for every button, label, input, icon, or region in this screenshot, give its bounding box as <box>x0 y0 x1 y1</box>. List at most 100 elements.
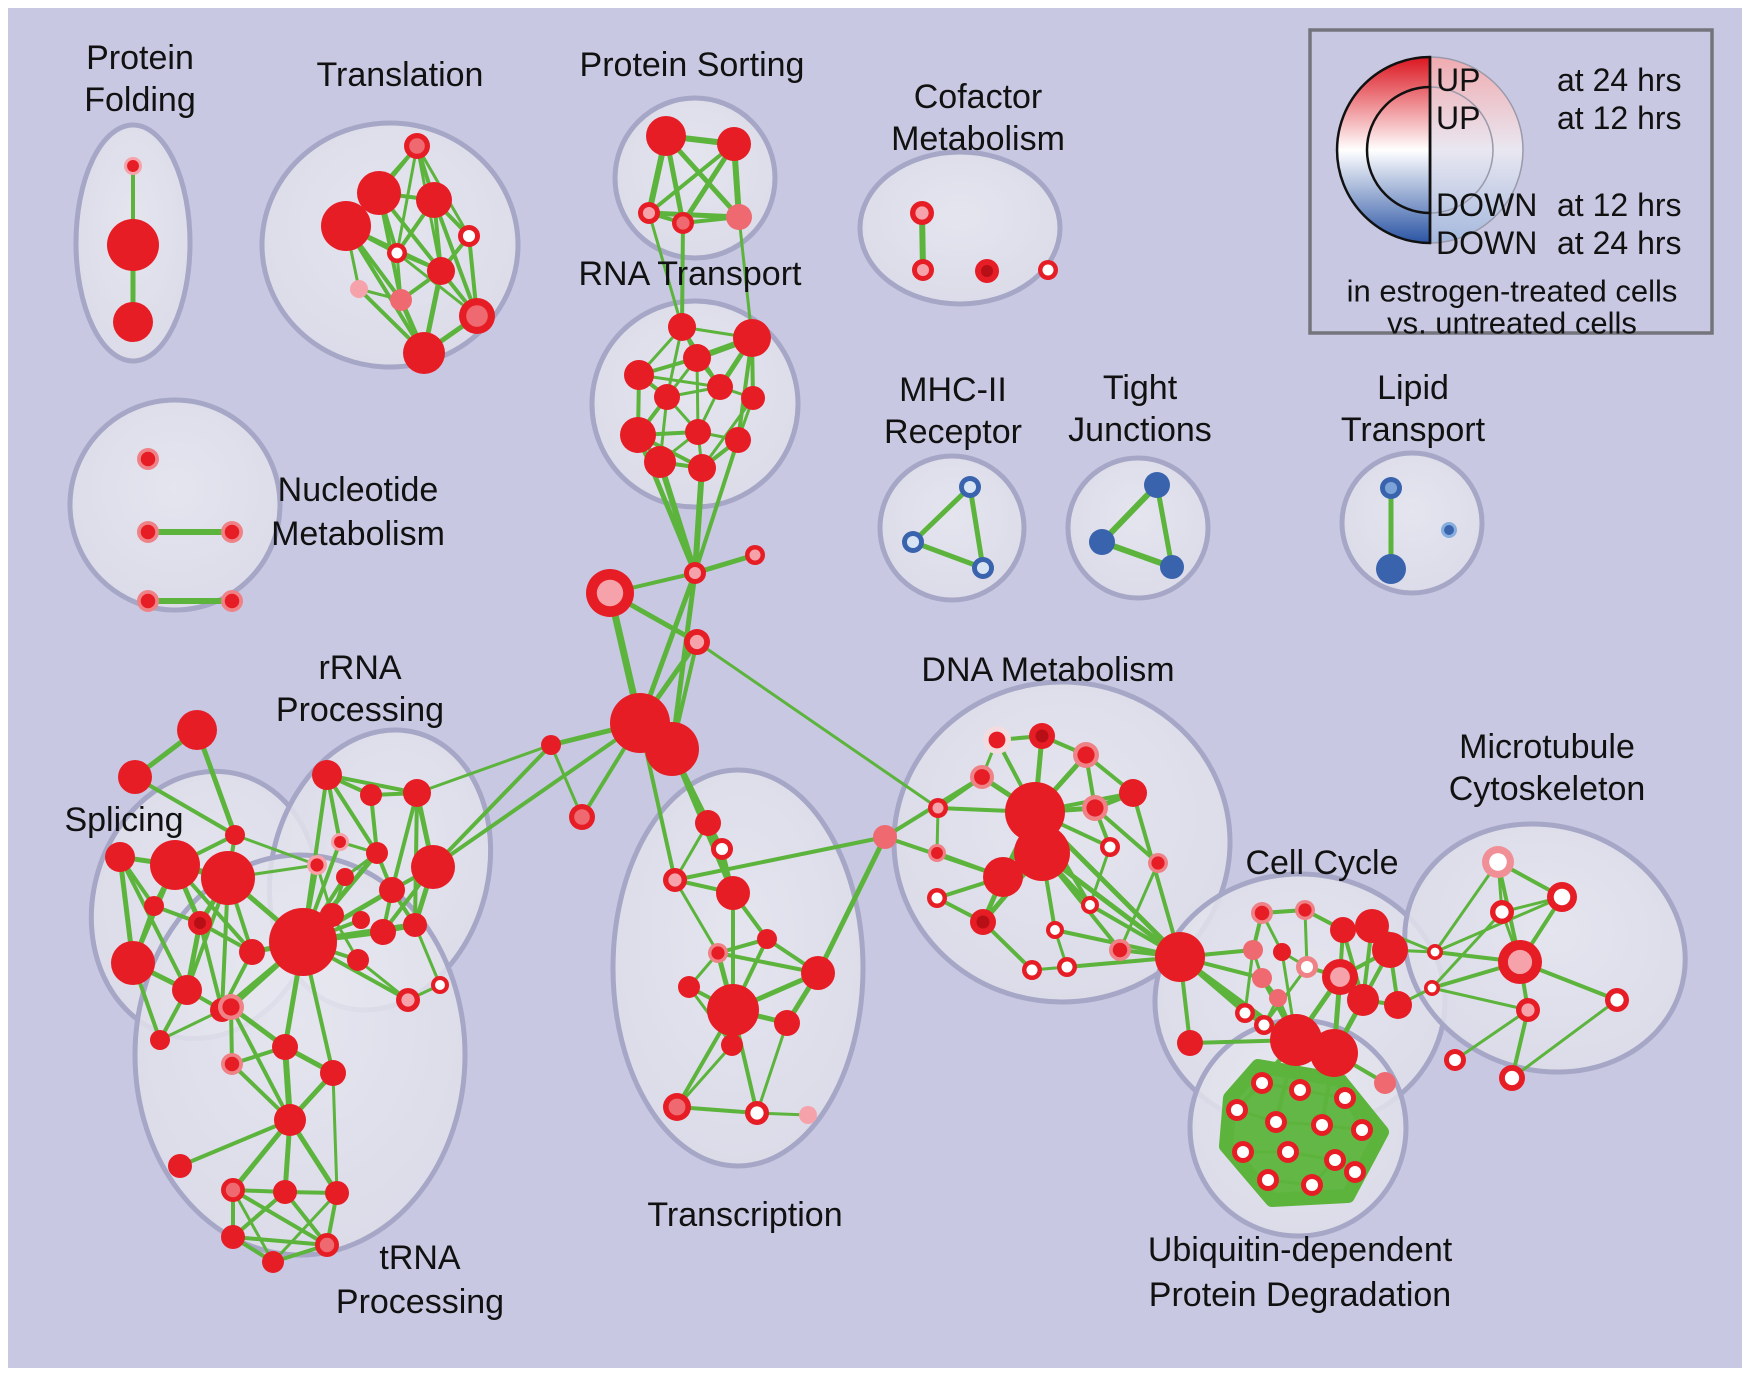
network-edge <box>1093 806 1160 865</box>
gene-node <box>366 842 388 864</box>
cluster-ellipse-lipid-transport <box>1339 450 1485 596</box>
cluster-label-microtubule-cytoskeleton: Microtubule <box>1459 728 1635 766</box>
legend-direction-label: DOWN <box>1436 225 1537 261</box>
gene-node-center <box>711 946 725 960</box>
gene-node <box>427 257 455 285</box>
gene-node <box>1014 825 1070 881</box>
gene-node-center <box>224 1056 240 1072</box>
gene-node <box>1160 555 1184 579</box>
gene-node-center <box>906 535 920 549</box>
network-edge <box>1433 861 1500 953</box>
gene-node <box>1374 1072 1396 1094</box>
cluster-label-cofactor-metabolism: Metabolism <box>891 120 1065 158</box>
gene-node <box>685 419 711 445</box>
gene-node-center <box>1507 949 1533 975</box>
gene-node-center <box>1104 841 1116 853</box>
cluster-label-nucleotide-metabolism: Metabolism <box>271 515 445 553</box>
gene-node <box>726 204 752 230</box>
network-bridge-edge <box>431 721 642 869</box>
gene-node-center <box>1489 853 1507 871</box>
gene-node <box>239 939 265 965</box>
gene-node <box>741 386 765 410</box>
gene-node-center <box>668 1098 686 1116</box>
gene-node <box>221 1225 245 1249</box>
legend-time-label: at 24 hrs <box>1557 225 1682 261</box>
network-edge <box>912 539 984 571</box>
gene-node <box>357 171 401 215</box>
hub-node-center <box>689 634 705 650</box>
gene-node <box>113 302 153 342</box>
gene-node <box>347 949 369 971</box>
network-edge <box>395 145 419 254</box>
gene-node <box>274 1104 306 1136</box>
gene-node-center <box>1269 1115 1283 1129</box>
cluster-label-translation: Translation <box>317 56 484 94</box>
gene-node <box>757 929 777 949</box>
gene-node <box>403 779 431 807</box>
gene-node <box>646 116 686 156</box>
gene-node <box>416 182 452 218</box>
gene-node-center <box>1035 729 1049 743</box>
gene-node-center <box>931 892 943 904</box>
hub-node <box>541 735 561 755</box>
legend: UP at 24 hrs UP at 12 hrs DOWN at 12 hrs DOWN a… <box>1308 28 1714 341</box>
gene-node-center <box>1085 900 1095 910</box>
gene-node-center <box>466 305 488 327</box>
cluster-label-cell-cycle: Cell Cycle <box>1245 844 1398 882</box>
cluster-label-microtubule-cytoskeleton: Cytoskeleton <box>1449 770 1646 808</box>
cluster-label-trna-processing: tRNA <box>379 1239 461 1277</box>
gene-node <box>683 344 711 372</box>
gene-node <box>801 956 835 990</box>
network-edge <box>648 210 740 220</box>
cluster-label-protein-folding: Folding <box>84 81 196 119</box>
network-bridge-edge <box>416 743 552 795</box>
gene-node <box>320 1060 346 1086</box>
hub-node-center <box>596 579 624 607</box>
gene-node <box>411 845 455 889</box>
network-edge <box>325 773 379 855</box>
gene-node <box>390 289 412 311</box>
network-edge <box>1131 792 1182 958</box>
gene-node <box>352 911 370 929</box>
gene-node-center <box>1281 1145 1295 1159</box>
gene-node <box>360 784 382 806</box>
network-edge <box>1099 482 1160 545</box>
gene-node <box>1273 943 1291 961</box>
cluster-label-lipid-transport: Lipid <box>1377 369 1449 407</box>
gene-node-center <box>194 917 206 929</box>
gene-node <box>707 984 759 1036</box>
network-edge <box>390 792 419 891</box>
network-bridge-edge <box>657 461 698 574</box>
gene-node <box>336 868 354 886</box>
gene-node-center <box>1448 1053 1462 1067</box>
gene-node <box>983 857 1023 897</box>
gene-node-center <box>1338 1091 1352 1105</box>
cluster-label-tight-junctions: Junctions <box>1068 411 1212 449</box>
hub-node-center <box>749 549 761 561</box>
gene-node-center <box>1355 1123 1369 1137</box>
gene-node <box>1252 968 1272 988</box>
cluster-label-cofactor-metabolism: Cofactor <box>914 78 1043 116</box>
gene-node <box>321 201 371 251</box>
gene-node <box>272 1034 298 1060</box>
gene-node <box>1372 932 1408 968</box>
gene-node <box>695 810 721 836</box>
cluster-label-protein-folding: Protein <box>86 39 194 77</box>
network-edge <box>198 922 224 1011</box>
gene-node-center <box>1384 481 1398 495</box>
network-bridge-edge <box>674 835 886 882</box>
gene-node-center <box>409 138 425 154</box>
network-bridge-edge <box>693 439 740 574</box>
gene-node <box>717 127 751 161</box>
network-edge <box>1243 949 1255 1014</box>
network-bridge-edge <box>737 216 754 339</box>
network-edge <box>232 1235 328 1247</box>
gene-node-center <box>401 993 415 1007</box>
gene-node-center <box>1050 925 1060 935</box>
network-edge <box>271 1191 339 1264</box>
network-edge <box>1431 986 1529 1012</box>
network-edge <box>1118 862 1160 951</box>
network-edge <box>755 1022 789 1114</box>
gene-node <box>1269 989 1287 1007</box>
network-edge <box>1154 484 1175 568</box>
